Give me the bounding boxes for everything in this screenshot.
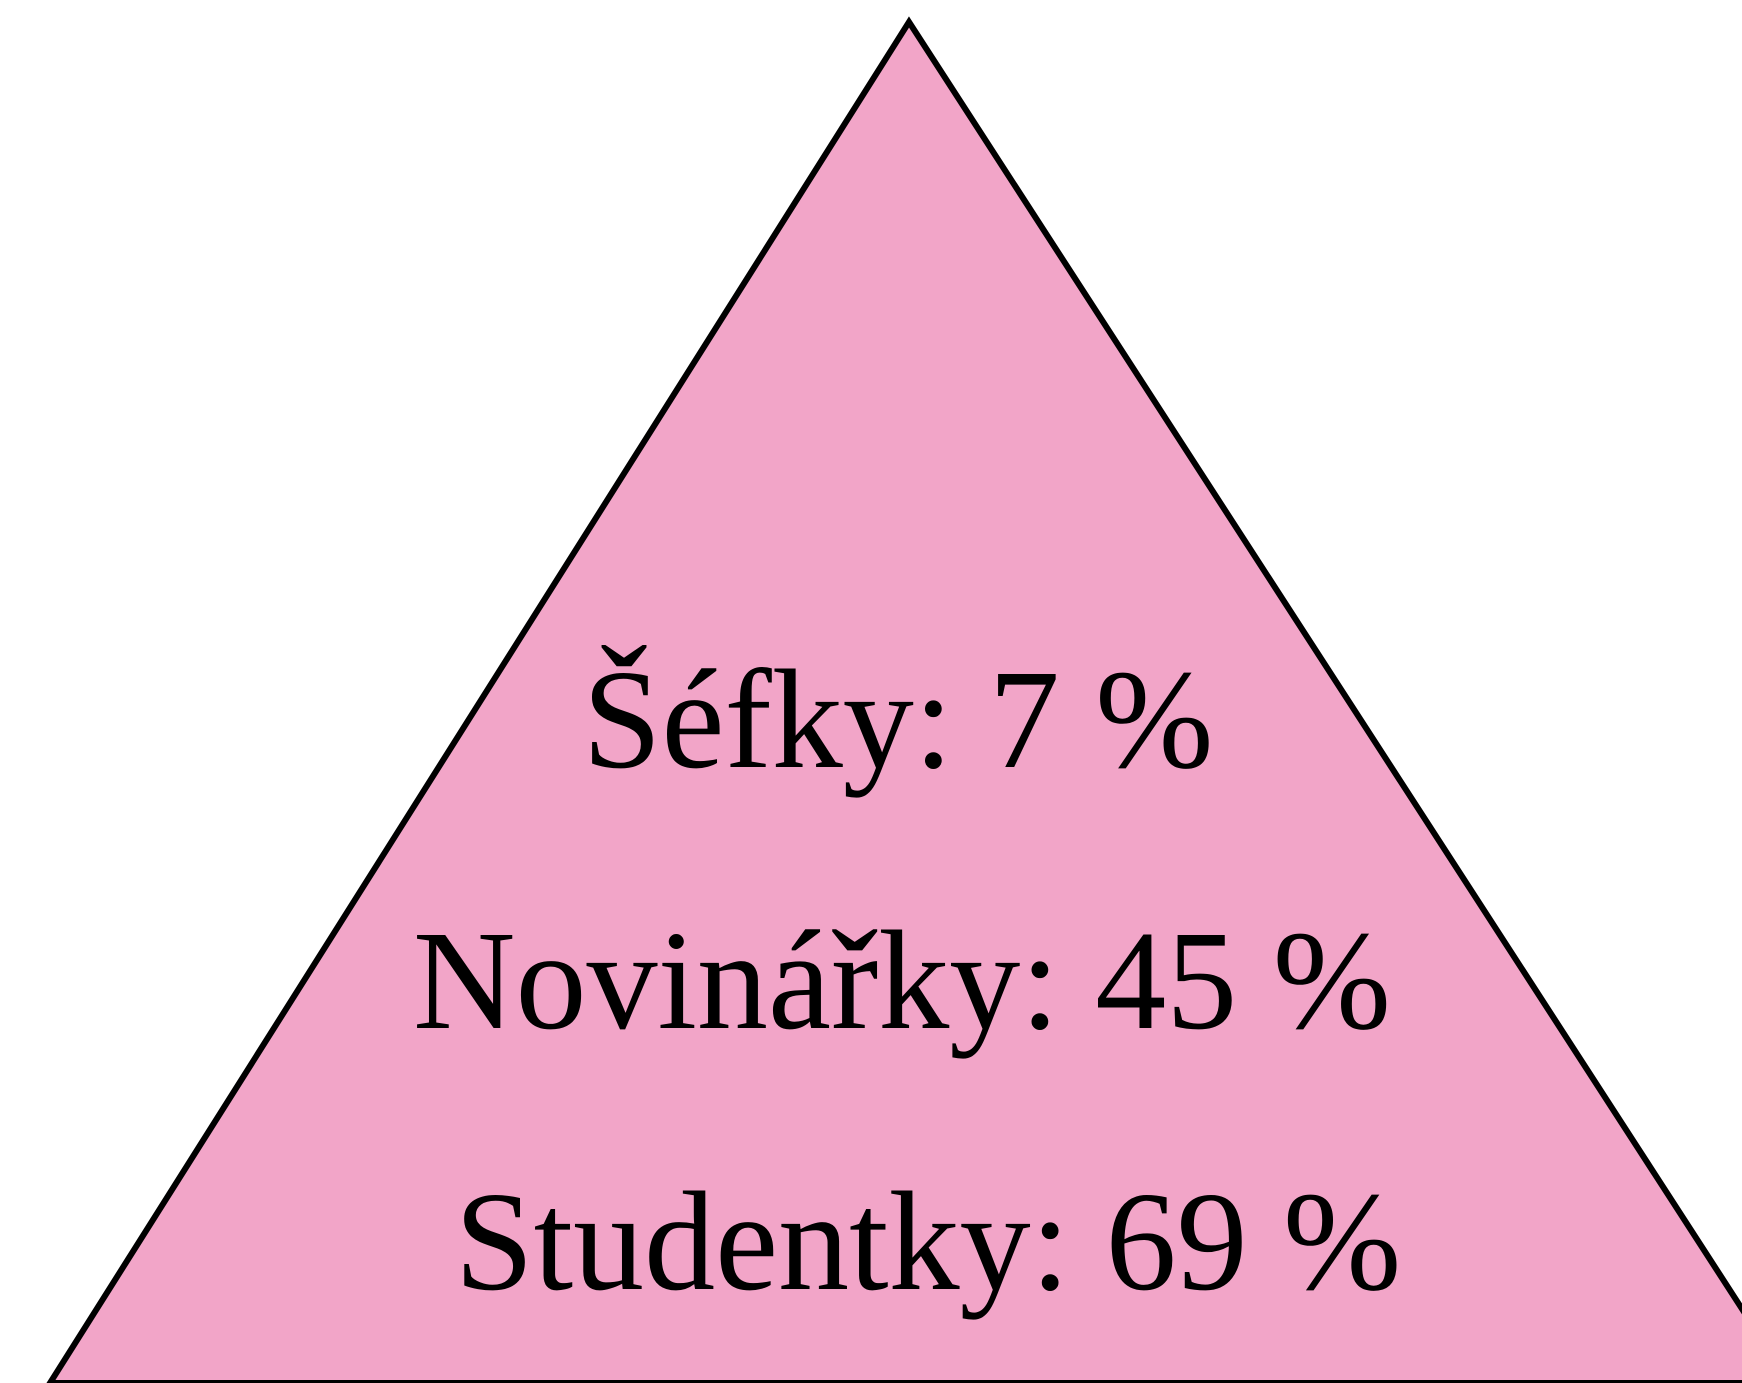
- level-label: Studentky: 69 %: [455, 1162, 1402, 1320]
- level-label: Novinářky: 45 %: [413, 901, 1391, 1059]
- pyramid: [46, 16, 1742, 1383]
- level-label: Šéfky: 7 %: [582, 640, 1213, 798]
